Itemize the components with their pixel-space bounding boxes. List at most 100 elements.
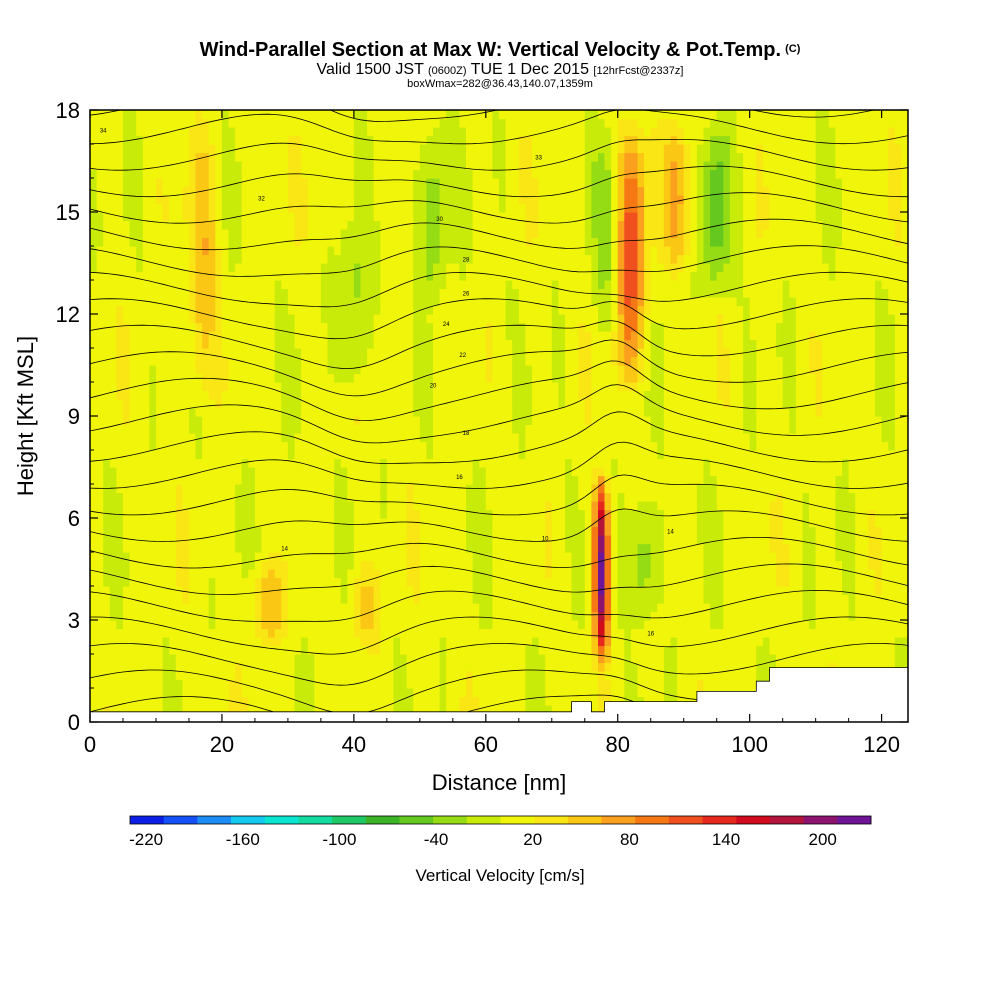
field-cell [175, 220, 183, 230]
field-cell [182, 135, 190, 145]
field-cell [314, 492, 322, 502]
field-cell [182, 169, 190, 179]
field-cell [406, 254, 414, 264]
field-cell [123, 144, 131, 154]
field-cell [175, 305, 183, 315]
field-cell [189, 297, 197, 307]
field-cell [123, 535, 131, 545]
field-cell [254, 161, 263, 171]
field-cell [518, 254, 526, 264]
field-cell [175, 297, 183, 307]
field-cell [459, 543, 467, 553]
field-cell [512, 195, 520, 205]
field-cell [182, 424, 190, 434]
field-cell [320, 671, 329, 681]
field-cell [360, 118, 368, 128]
field-cell [254, 127, 263, 137]
field-cell [314, 518, 322, 528]
field-cell [433, 637, 441, 647]
field-cell [123, 254, 131, 264]
field-cell [485, 297, 493, 307]
field-cell [116, 637, 124, 647]
field-cell [307, 195, 315, 205]
field-cell [136, 365, 144, 375]
field-cell [373, 280, 381, 290]
field-cell [281, 288, 289, 298]
field-cell [254, 246, 263, 256]
field-cell [347, 220, 355, 230]
field-cell [261, 654, 269, 664]
field-cell [254, 679, 263, 689]
field-cell [446, 603, 454, 613]
field-cell [472, 467, 480, 477]
field-cell [228, 484, 236, 494]
valid-utc-text: (0600Z) [428, 65, 467, 77]
field-cell [149, 484, 157, 494]
field-cell [518, 467, 526, 477]
field-cell [380, 339, 388, 349]
field-cell [367, 373, 375, 383]
field-cell [400, 577, 408, 587]
field-cell [400, 518, 408, 528]
field-cell [525, 518, 533, 528]
field-cell [254, 382, 263, 392]
field-cell [175, 144, 183, 154]
field-cell [241, 458, 249, 468]
field-cell [393, 297, 401, 307]
field-cell [512, 169, 520, 179]
field-cell [287, 331, 296, 341]
field-cell [393, 263, 401, 273]
field-cell [307, 288, 315, 298]
field-cell [109, 118, 117, 128]
field-cell [419, 696, 427, 706]
field-cell [512, 382, 520, 392]
field-cell [327, 212, 335, 222]
field-cell [103, 382, 111, 392]
field-cell [466, 161, 474, 171]
field-cell [320, 467, 329, 477]
field-cell [142, 356, 150, 366]
field-cell [334, 297, 342, 307]
field-cell [109, 331, 117, 341]
field-cell [472, 348, 480, 358]
field-cell [162, 271, 170, 281]
field-cell [136, 552, 144, 562]
field-cell [353, 603, 362, 613]
field-cell [254, 611, 263, 621]
field-cell [393, 679, 401, 689]
field-cell [532, 280, 540, 290]
field-cell [301, 475, 309, 485]
field-cell [492, 552, 500, 562]
field-cell [512, 492, 520, 502]
field-cell [294, 407, 302, 417]
field-cell [479, 688, 487, 698]
field-cell [419, 288, 427, 298]
field-cell [287, 492, 296, 502]
field-cell [353, 569, 362, 579]
field-cell [380, 127, 388, 137]
field-cell [347, 416, 355, 426]
field-cell [96, 373, 104, 383]
field-cell [433, 297, 441, 307]
field-cell [479, 280, 487, 290]
field-cell [208, 212, 216, 222]
field-cell [142, 475, 150, 485]
field-cell [320, 441, 329, 451]
field-cell [149, 203, 157, 213]
field-cell [419, 509, 427, 519]
field-cell [347, 552, 355, 562]
field-cell [400, 271, 408, 281]
field-cell [386, 365, 395, 375]
field-cell [274, 390, 282, 400]
field-cell [162, 458, 170, 468]
field-cell [103, 671, 111, 681]
field-cell [195, 203, 203, 213]
field-cell [228, 382, 236, 392]
field-cell [241, 569, 249, 579]
field-cell [195, 560, 203, 570]
field-cell [294, 671, 302, 681]
field-cell [532, 135, 540, 145]
field-cell [334, 237, 342, 247]
field-cell [123, 212, 131, 222]
field-cell [215, 492, 223, 502]
